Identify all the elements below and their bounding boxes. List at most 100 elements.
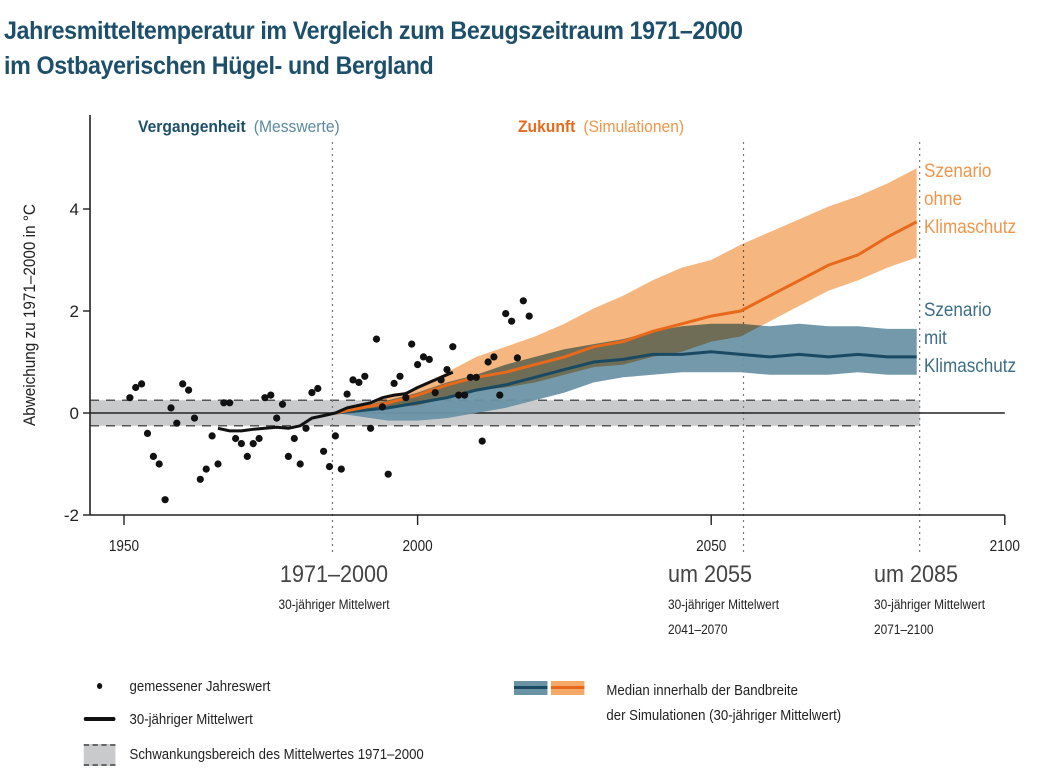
header-future-light: (Simulationen) (583, 117, 684, 136)
chart-title: Jahresmitteltemperatur im Vergleich zum … (4, 14, 743, 84)
observed-point (308, 389, 316, 397)
observed-point (443, 366, 451, 374)
period-label-line1: 30-jähriger Mittelwert (874, 596, 985, 612)
observed-point (461, 391, 469, 399)
header-future-bold: Zukunft (518, 117, 576, 136)
observed-point (232, 434, 240, 443)
observed-point (396, 372, 404, 380)
scenario-with-line1: Szenario (924, 299, 991, 320)
observed-point (243, 452, 251, 460)
observed-point (226, 399, 234, 407)
period-label-big: um 2085 (874, 560, 958, 587)
observed-point (208, 432, 216, 440)
legend-swatch-blue-icon (514, 681, 548, 695)
chart-title-line2: im Ostbayerischen Hügel- und Bergland (4, 52, 434, 80)
observed-point (437, 376, 445, 384)
observed-point (267, 391, 275, 399)
observed-point (414, 361, 422, 369)
observed-point (408, 340, 416, 348)
legend-item-mean30: 30-jähriger Mittelwert (82, 709, 253, 729)
observed-point (431, 389, 439, 397)
observed-point (490, 353, 498, 361)
period-label-2055: um 2055 30-jähriger Mittelwert 2041–2070 (668, 560, 779, 637)
observed-point (132, 383, 140, 392)
observed-points-layer (126, 297, 533, 504)
legend-swatch-orange-icon (550, 681, 585, 695)
observed-point (455, 391, 463, 399)
observed-point (202, 465, 210, 473)
y-tick-label: -2 (64, 506, 79, 525)
legend-label-mean30: 30-jähriger Mittelwert (129, 710, 253, 728)
y-axis-label: Abweichung zu 1971–2000 in °C (20, 204, 39, 426)
period-label-1971-2000: 1971–2000 30-jähriger Mittelwert (278, 560, 389, 612)
observed-point (161, 496, 169, 504)
x-tick-label: 2000 (402, 538, 432, 555)
observed-point (355, 378, 363, 386)
scenario-without-line1: Szenario (924, 160, 991, 181)
scenario-with-line2: mit (924, 327, 947, 348)
observed-point (367, 424, 375, 432)
observed-point (149, 452, 157, 460)
series-lines-layer (217, 220, 918, 433)
observed-point (402, 394, 410, 402)
period-label-line1: 30-jähriger Mittelwert (668, 596, 779, 612)
band-without-climate-protection (335, 168, 917, 413)
legend-median-line1: Median innerhalb der Bandbreite (606, 682, 798, 699)
observed-point (337, 465, 345, 473)
observed-point (273, 414, 281, 422)
observed-point (173, 419, 181, 427)
legend-label-observed: gemessener Jahreswert (129, 677, 271, 695)
observed-point (179, 380, 187, 388)
observed-point (320, 447, 328, 455)
header-past-bold: Vergangenheit (138, 117, 246, 136)
median-line-without-climate-protection (335, 220, 918, 415)
x-tick-label: 2100 (990, 538, 1020, 555)
header-past-light: (Messwerte) (254, 117, 340, 136)
observed-point (167, 404, 175, 412)
observed-30yr-mean-line (217, 370, 454, 433)
legend-dot-icon (82, 676, 117, 696)
header-past: Vergangenheit (Messwerte) (138, 117, 340, 136)
observed-point (314, 384, 322, 393)
observed-point (249, 440, 257, 448)
observed-point (325, 463, 334, 471)
observed-point (214, 460, 222, 468)
observed-point (525, 312, 533, 320)
observed-point (220, 399, 228, 407)
period-label-big: 1971–2000 (280, 560, 388, 587)
legend-item-observed: gemessener Jahreswert (82, 676, 270, 696)
observed-point (478, 437, 486, 445)
legend-item-band: Schwankungsbereich des Mittelwertes 1971… (82, 744, 424, 766)
observed-point (143, 429, 152, 437)
observed-point (237, 440, 245, 448)
observed-point (361, 372, 369, 380)
observed-point (284, 452, 292, 460)
y-tick-label: 4 (70, 200, 79, 219)
observed-point (425, 355, 433, 363)
observed-point (502, 310, 510, 318)
period-label-line2: 2041–2070 (668, 621, 728, 637)
observed-point (296, 460, 304, 468)
observed-point (390, 379, 398, 387)
observed-point (185, 386, 193, 394)
observed-point (302, 424, 310, 432)
observed-point (419, 353, 428, 361)
scenario-bands-layer (335, 168, 917, 421)
scenario-with-line3: Klimaschutz (924, 355, 1016, 376)
observed-point (496, 391, 504, 399)
period-label-line1: 30-jähriger Mittelwert (278, 596, 389, 612)
observed-point (378, 403, 386, 411)
observed-point (155, 460, 163, 468)
observed-point (196, 475, 204, 483)
observed-point (343, 390, 351, 398)
legend-median-swatches (514, 681, 588, 695)
legend-label-band: Schwankungsbereich des Mittelwertes 1971… (129, 745, 424, 763)
observed-point (138, 380, 146, 388)
observed-point (372, 335, 381, 343)
observed-point (261, 394, 269, 402)
band-with-climate-protection (335, 323, 917, 421)
x-tick-label: 2050 (696, 538, 726, 555)
legend-median-line2: der Simulationen (30-jähriger Mittelwert… (606, 707, 842, 724)
observed-point (349, 376, 357, 384)
